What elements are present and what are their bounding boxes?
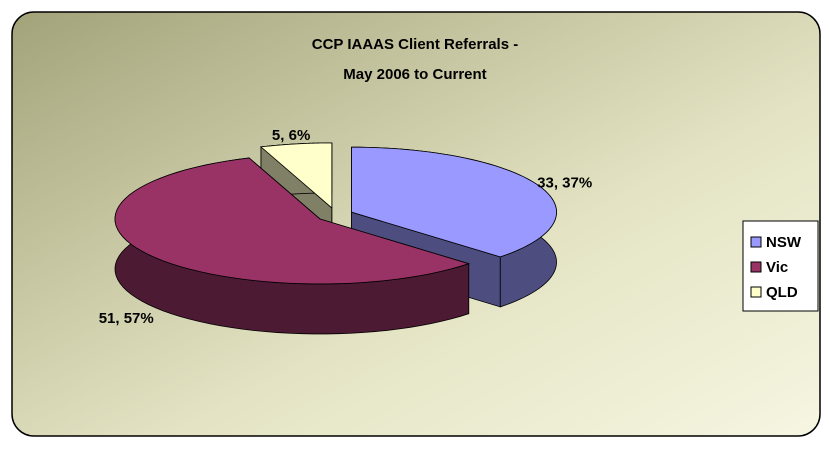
data-label: 33, 37% [537,174,592,191]
legend-label: Vic [766,259,788,276]
legend-swatch [750,261,762,273]
data-label: 5, 6% [272,127,310,144]
slice [351,146,557,258]
slice [260,142,333,209]
chart-title: CCP IAAAS Client Referrals - [312,36,518,53]
legend-swatch [750,236,762,248]
legend-label: QLD [766,284,798,301]
legend-swatch [750,286,762,298]
chart-title: May 2006 to Current [343,66,486,83]
data-label: 51, 57% [99,310,154,327]
legend-label: NSW [766,234,802,251]
slice [114,157,471,285]
